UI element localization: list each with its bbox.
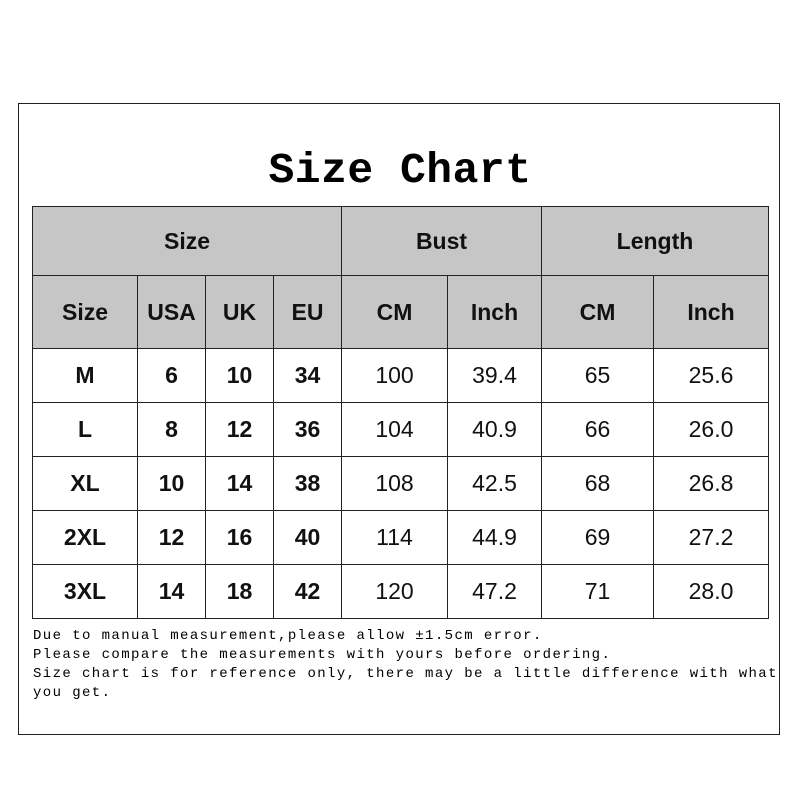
table-cell: 10 [205, 348, 274, 403]
table-cell: 66 [541, 402, 654, 457]
table-cell: 65 [541, 348, 654, 403]
table-cell: 12 [137, 510, 206, 565]
table-cell: 108 [341, 456, 448, 511]
table-row: M 6 10 34 100 39.4 65 25.6 [32, 348, 769, 403]
note-line: Due to manual measurement,please allow ±… [33, 628, 543, 644]
table-cell: 12 [205, 402, 274, 457]
column-header: UK [205, 275, 274, 349]
header-group-bust: Bust [341, 206, 542, 276]
table-cell: 100 [341, 348, 448, 403]
column-header: USA [137, 275, 206, 349]
table-cell: 42.5 [447, 456, 542, 511]
table-cell: 8 [137, 402, 206, 457]
notes: Due to manual measurement,please allow ±… [33, 627, 800, 703]
table-cell: 14 [137, 564, 206, 619]
table-cell: 34 [273, 348, 342, 403]
note-line: Size chart is for reference only, there … [33, 666, 778, 701]
table-cell: 3XL [32, 564, 138, 619]
table-row: L 8 12 36 104 40.9 66 26.0 [32, 402, 769, 457]
table-cell: 39.4 [447, 348, 542, 403]
table-cell: 47.2 [447, 564, 542, 619]
column-header: CM [541, 275, 654, 349]
table-cell: 26.0 [653, 402, 769, 457]
table-cell: 25.6 [653, 348, 769, 403]
table-cell: M [32, 348, 138, 403]
column-header: Inch [447, 275, 542, 349]
table-cell: 18 [205, 564, 274, 619]
table-cell: 28.0 [653, 564, 769, 619]
table-cell: 10 [137, 456, 206, 511]
table-cell: 2XL [32, 510, 138, 565]
table-cell: L [32, 402, 138, 457]
chart-frame [18, 103, 780, 735]
table-cell: 68 [541, 456, 654, 511]
column-header: Size [32, 275, 138, 349]
table-cell: 40 [273, 510, 342, 565]
table-cell: 38 [273, 456, 342, 511]
table-row: 3XL 14 18 42 120 47.2 71 28.0 [32, 564, 769, 619]
table-cell: 104 [341, 402, 448, 457]
size-table: Size Bust Length Size USA UK EU CM Inch … [32, 206, 769, 619]
table-cell: 42 [273, 564, 342, 619]
table-cell: 16 [205, 510, 274, 565]
header-group-row: Size Bust Length [32, 206, 769, 276]
column-header: Inch [653, 275, 769, 349]
header-group-length: Length [541, 206, 769, 276]
table-cell: 44.9 [447, 510, 542, 565]
table-cell: 120 [341, 564, 448, 619]
column-header: EU [273, 275, 342, 349]
table-cell: 40.9 [447, 402, 542, 457]
table-cell: XL [32, 456, 138, 511]
table-cell: 6 [137, 348, 206, 403]
table-cell: 71 [541, 564, 654, 619]
header-group-size: Size [32, 206, 342, 276]
note-line: Please compare the measurements with you… [33, 647, 612, 663]
table-row: XL 10 14 38 108 42.5 68 26.8 [32, 456, 769, 511]
table-cell: 14 [205, 456, 274, 511]
table-cell: 27.2 [653, 510, 769, 565]
table-cell: 36 [273, 402, 342, 457]
column-header-row: Size USA UK EU CM Inch CM Inch [32, 275, 769, 349]
table-row: 2XL 12 16 40 114 44.9 69 27.2 [32, 510, 769, 565]
table-cell: 69 [541, 510, 654, 565]
table-cell: 114 [341, 510, 448, 565]
page-title: Size Chart [268, 146, 532, 195]
column-header: CM [341, 275, 448, 349]
table-cell: 26.8 [653, 456, 769, 511]
